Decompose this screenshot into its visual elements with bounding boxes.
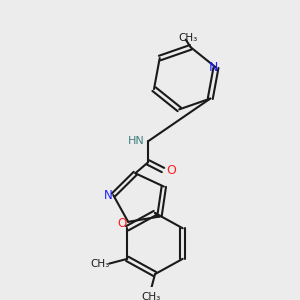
Text: O: O	[166, 164, 176, 176]
Text: CH₃: CH₃	[141, 292, 160, 300]
Text: HN: HN	[128, 136, 144, 146]
Text: CH₃: CH₃	[178, 33, 197, 43]
Text: O: O	[118, 217, 127, 230]
Text: CH₃: CH₃	[91, 259, 110, 269]
Text: N: N	[104, 189, 112, 202]
Text: N: N	[208, 61, 218, 74]
